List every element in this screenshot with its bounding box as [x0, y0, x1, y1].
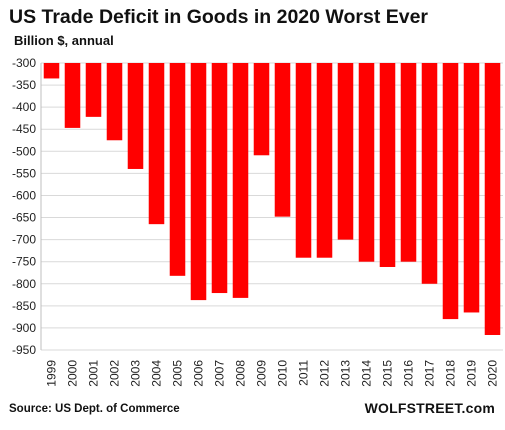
x-tick-label: 2016: [402, 360, 416, 387]
bar-2020: [484, 63, 501, 335]
x-tick-label: 2000: [66, 360, 80, 387]
bar-2018: [442, 63, 459, 320]
bar-2009: [253, 63, 270, 156]
bar-2000: [64, 63, 81, 128]
x-tick-label: 2008: [234, 360, 248, 387]
y-tick-label: -950: [12, 343, 36, 357]
x-tick-label: 2012: [318, 360, 332, 387]
bar-2008: [232, 63, 249, 298]
y-tick-label: -750: [12, 255, 36, 269]
brand-logo-text: WOLFSTREET.com: [364, 400, 495, 416]
bar-2013: [337, 63, 354, 240]
y-tick-label: -700: [12, 233, 36, 247]
x-tick-label: 2018: [444, 360, 458, 387]
x-tick-label: 2003: [129, 360, 143, 387]
bar-2010: [274, 63, 291, 217]
y-tick-label: -350: [12, 78, 36, 92]
bar-2011: [295, 63, 312, 258]
bar-2002: [106, 63, 123, 141]
x-tick-label: 2010: [276, 360, 290, 387]
x-tick-label: 2017: [423, 360, 437, 387]
y-tick-label: -650: [12, 211, 36, 225]
bar-2016: [400, 63, 417, 262]
x-tick-label: 2001: [87, 360, 101, 387]
bar-2017: [421, 63, 438, 284]
chart-subtitle: Billion $, annual: [14, 33, 114, 48]
x-tick-label: 2020: [486, 360, 500, 387]
x-tick-label: 2002: [108, 360, 122, 387]
source-note: Source: US Dept. of Commerce: [9, 403, 180, 415]
y-tick-label: -450: [12, 122, 36, 136]
bar-2012: [316, 63, 333, 258]
x-tick-label: 2004: [150, 360, 164, 387]
bar-2004: [148, 63, 165, 225]
bar-2015: [379, 63, 396, 267]
y-tick-label: -850: [12, 299, 36, 313]
x-tick-label: 2014: [360, 360, 374, 387]
x-tick-label: 2005: [171, 360, 185, 387]
y-tick-label: -550: [12, 166, 36, 180]
bar-2007: [211, 63, 228, 294]
y-tick-label: -900: [12, 321, 36, 335]
bar-2006: [190, 63, 207, 301]
x-tick-label: 1999: [45, 360, 59, 387]
bar-2001: [85, 63, 102, 117]
x-tick-label: 2019: [465, 360, 479, 387]
x-tick-label: 2007: [213, 360, 227, 387]
chart-title: US Trade Deficit in Goods in 2020 Worst …: [9, 6, 429, 28]
y-tick-label: -500: [12, 144, 36, 158]
bar-1999: [43, 63, 60, 79]
y-tick-label: -800: [12, 277, 36, 291]
bar-2005: [169, 63, 186, 276]
bar-2014: [358, 63, 375, 262]
x-tick-label: 2011: [297, 360, 311, 386]
x-tick-label: 2013: [339, 360, 353, 387]
x-tick-label: 2006: [192, 360, 206, 387]
y-tick-label: -400: [12, 100, 36, 114]
bar-2019: [463, 63, 480, 313]
x-tick-label: 2009: [255, 360, 269, 387]
bar-2003: [127, 63, 144, 169]
x-tick-label: 2015: [381, 360, 395, 387]
y-tick-label: -600: [12, 188, 36, 202]
y-tick-label: -300: [12, 56, 36, 70]
